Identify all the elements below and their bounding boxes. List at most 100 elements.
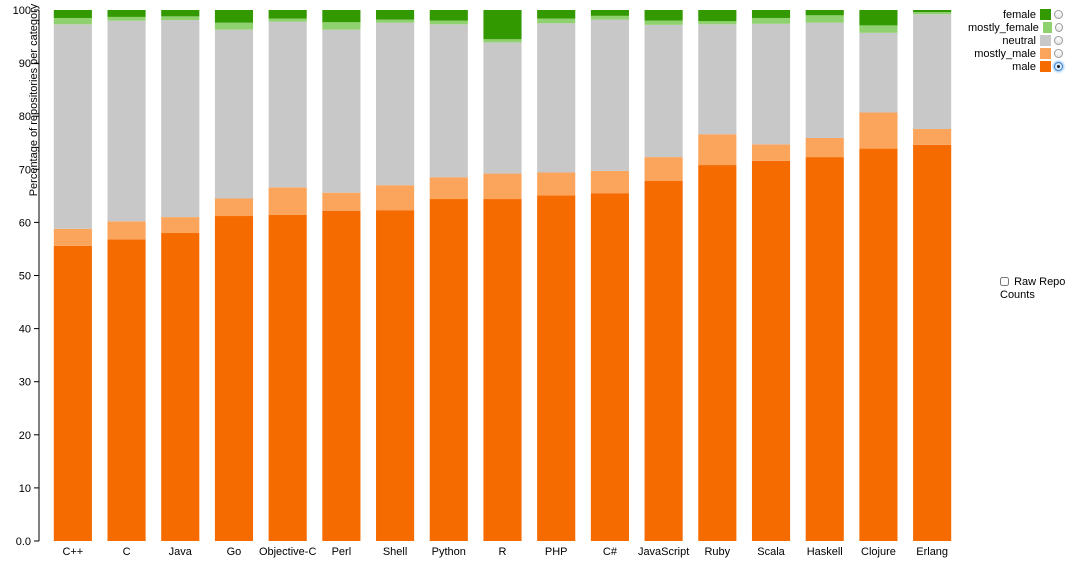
- bar-java-mostly-female: [161, 16, 200, 21]
- bar-cpp-neutral: [53, 24, 92, 229]
- bar-haskell-mostly-male: [805, 137, 844, 158]
- legend-item-mostly-male: mostly_male: [968, 47, 1080, 60]
- bar-php-female: [537, 10, 576, 19]
- raw-repo-counts-label: Raw Repo Counts: [1000, 276, 1066, 301]
- legend-label-neutral: neutral: [1002, 34, 1036, 47]
- bar-shell-neutral: [376, 22, 415, 186]
- bar-clojure-neutral: [859, 32, 898, 113]
- bar-haskell-mostly-female: [805, 15, 844, 23]
- bar-csharp-neutral: [590, 19, 629, 171]
- legend-swatch-mostly-male: [1040, 48, 1051, 59]
- x-tick-label: Ruby: [704, 546, 730, 558]
- x-tick-label: C++: [62, 546, 83, 558]
- legend-swatch-neutral: [1040, 35, 1051, 46]
- sort-by-male-radio[interactable]: [1054, 62, 1063, 71]
- x-tick-label: Haskell: [807, 546, 843, 558]
- bar-ruby-mostly-female: [698, 21, 737, 25]
- raw-repo-counts-checkbox[interactable]: [1000, 277, 1009, 286]
- bar-erlang-female: [913, 10, 952, 13]
- y-tick-label: 90: [19, 58, 31, 70]
- x-tick-label: Perl: [332, 546, 352, 558]
- x-tick-label: Erlang: [916, 546, 948, 558]
- legend: female mostly_female neutral mostly_male…: [968, 8, 1080, 73]
- bar-erlang-neutral: [913, 14, 952, 129]
- legend-swatch-female: [1040, 9, 1051, 20]
- bar-haskell-male: [805, 157, 844, 541]
- bar-php-mostly-male: [537, 172, 576, 196]
- bar-perl-neutral: [322, 29, 361, 193]
- sort-by-mostly-male-radio[interactable]: [1054, 49, 1063, 58]
- bar-python-female: [429, 10, 468, 21]
- bar-perl-male: [322, 210, 361, 541]
- bar-python-mostly-male: [429, 177, 468, 200]
- bar-csharp-male: [590, 193, 629, 541]
- bar-r-mostly-female: [483, 39, 522, 43]
- x-tick-label: Python: [432, 546, 466, 558]
- legend-label-male: male: [1012, 60, 1036, 73]
- y-tick-label: 60: [19, 217, 31, 229]
- bar-clojure-male: [859, 148, 898, 541]
- y-tick-label: 30: [19, 377, 31, 389]
- bar-python-male: [429, 199, 468, 542]
- bar-shell-male: [376, 210, 415, 541]
- bar-csharp-mostly-male: [590, 170, 629, 194]
- bar-ruby-mostly-male: [698, 134, 737, 166]
- bar-java-female: [161, 10, 200, 17]
- legend-item-male: male: [968, 60, 1080, 73]
- bar-erlang-mostly-male: [913, 128, 952, 145]
- bar-clojure-mostly-female: [859, 25, 898, 33]
- bar-c-mostly-female: [107, 16, 146, 21]
- y-tick-label: 70: [19, 164, 31, 176]
- legend-swatch-mostly-female: [1042, 22, 1053, 33]
- bar-haskell-female: [805, 10, 844, 16]
- bar-c-female: [107, 10, 146, 17]
- bar-java-mostly-male: [161, 217, 200, 234]
- bar-java-male: [161, 233, 200, 541]
- bar-r-male: [483, 199, 522, 542]
- bar-go-mostly-female: [214, 22, 254, 30]
- sort-by-neutral-radio[interactable]: [1054, 36, 1063, 45]
- legend-label-mostly-male: mostly_male: [974, 47, 1036, 60]
- bar-perl-female: [322, 10, 361, 23]
- bar-objective-c-mostly-male: [268, 187, 307, 215]
- bar-scala-mostly-female: [751, 17, 791, 24]
- y-tick-label: 10: [19, 483, 31, 495]
- x-tick-label: Scala: [757, 546, 785, 558]
- bar-perl-mostly-female: [322, 22, 361, 30]
- y-tick-label: 0.0: [16, 536, 31, 548]
- x-tick-label: R: [499, 546, 507, 558]
- bar-objective-c-female: [268, 10, 307, 19]
- x-tick-label: C#: [603, 546, 618, 558]
- bar-objective-c-neutral: [268, 21, 307, 188]
- bar-ruby-male: [698, 165, 737, 542]
- x-tick-label: Shell: [383, 546, 407, 558]
- bar-r-mostly-male: [483, 173, 522, 200]
- bar-scala-mostly-male: [751, 144, 791, 161]
- bar-php-neutral: [537, 23, 576, 173]
- bar-r-neutral: [483, 42, 522, 174]
- bar-erlang-mostly-female: [913, 12, 952, 15]
- bar-erlang-male: [913, 144, 952, 541]
- sort-by-mostly-female-radio[interactable]: [1055, 23, 1063, 32]
- bar-c-neutral: [107, 20, 146, 222]
- bar-python-neutral: [429, 24, 468, 178]
- bar-javascript-mostly-male: [644, 157, 683, 181]
- bar-javascript-male: [644, 180, 683, 542]
- bar-python-mostly-female: [429, 20, 468, 25]
- y-axis-label: Percentage of repositories per category: [28, 3, 40, 196]
- bar-php-mostly-female: [537, 18, 576, 24]
- bar-scala-neutral: [751, 23, 791, 145]
- legend-label-mostly-female: mostly_female: [968, 21, 1039, 34]
- bar-shell-mostly-female: [376, 19, 415, 23]
- bar-scala-male: [751, 160, 791, 542]
- bar-go-male: [214, 216, 254, 541]
- y-tick-label: 80: [19, 111, 31, 123]
- x-tick-label: JavaScript: [638, 546, 689, 558]
- bar-perl-mostly-male: [322, 192, 361, 211]
- legend-item-mostly-female: mostly_female: [968, 21, 1080, 34]
- x-tick-label: Objective-C: [259, 546, 317, 558]
- x-tick-label: C: [123, 546, 131, 558]
- bar-go-female: [214, 10, 254, 23]
- bar-cpp-mostly-female: [53, 17, 92, 25]
- sort-by-female-radio[interactable]: [1054, 10, 1063, 19]
